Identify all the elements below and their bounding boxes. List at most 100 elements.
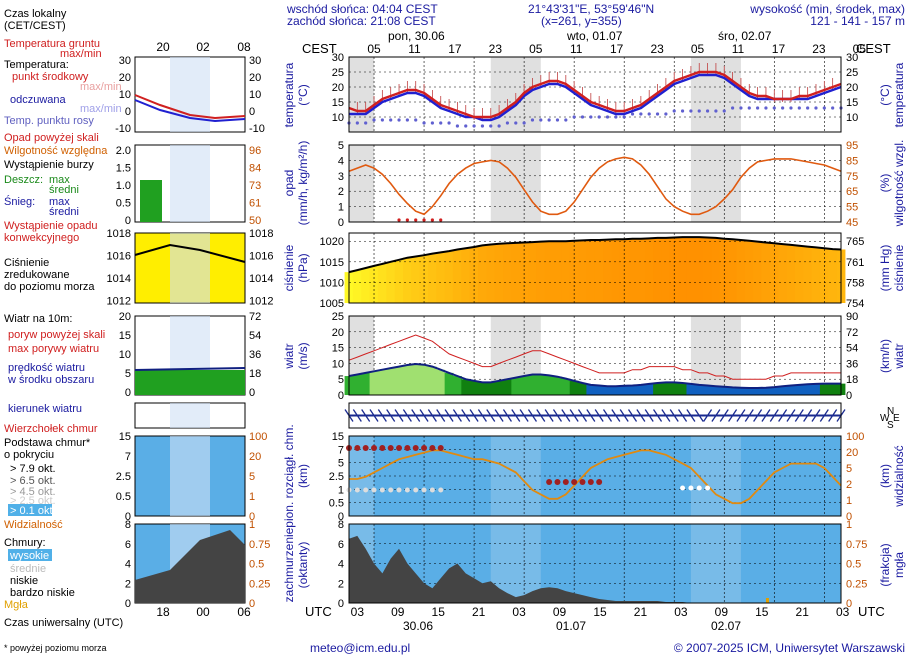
wind-bar: [544, 375, 554, 395]
panel-frame: [348, 523, 842, 604]
tick-label: 1010: [320, 277, 344, 289]
dew-point: [489, 124, 493, 128]
wind-bar: [553, 376, 562, 395]
dew-point: [814, 106, 818, 110]
conv-marker: [422, 218, 426, 222]
cloud-base-dot: [354, 487, 360, 493]
axis-title: ciśnienie: [892, 244, 906, 291]
pressure-bar: [586, 240, 596, 303]
legend-precip-above: Opad powyżej skali: [4, 132, 99, 144]
panel-frame: [348, 402, 842, 429]
pressure-bar: [794, 245, 804, 303]
wind-line: [348, 362, 841, 389]
dew-point: [564, 118, 568, 122]
wind-bar: [528, 374, 537, 395]
dew-point: [480, 124, 485, 128]
top-hour: 17: [772, 42, 786, 56]
legend-visibility: Widzialność: [4, 519, 63, 531]
dew-point: [472, 124, 476, 128]
top-hour: 05: [367, 42, 381, 56]
cloud-base-dot: [696, 485, 702, 491]
tick-label: 754: [846, 298, 864, 310]
wind-bar: [678, 382, 687, 395]
tick-label: 72: [846, 327, 858, 339]
cloud-base-dot: [412, 445, 419, 451]
dew-point: [597, 115, 601, 119]
tick-label: 10: [332, 112, 344, 124]
dew-point: [672, 109, 676, 113]
axis-title: (km/h): [878, 339, 892, 373]
top-hour: 11: [408, 42, 421, 56]
legend-rain-max: max: [49, 174, 70, 186]
axis-title: (m/s): [296, 342, 310, 369]
dew-point: [580, 115, 585, 119]
legend-temp-title: Temperatura:: [4, 59, 69, 71]
mini-tick: 6: [125, 539, 131, 551]
high-swatch: [8, 549, 52, 561]
mini-tick: 10: [119, 89, 131, 101]
conv-marker: [439, 218, 443, 222]
tick-label: 25: [332, 311, 344, 323]
wind-bar: [494, 380, 504, 395]
dew-point: [705, 109, 710, 113]
legend-high: wysokie: [9, 550, 49, 562]
top-hour: 05: [853, 42, 867, 56]
legend-utc: Czas uniwersalny (UTC): [4, 617, 123, 629]
pressure-bar: [452, 249, 462, 303]
tick-label: 1: [338, 202, 344, 214]
mini-night: [170, 403, 210, 428]
wind-bar: [736, 387, 746, 395]
top-hour: 17: [610, 42, 624, 56]
mini-pressure-line: [134, 243, 246, 263]
cloud-base-dot: [587, 479, 594, 485]
gust-line: [348, 334, 841, 380]
pressure-line: [348, 236, 842, 274]
mini-tick: 1016: [249, 251, 273, 263]
mini-tick: 1.0: [116, 180, 131, 192]
dew-point: [430, 121, 434, 125]
wind-bar: [669, 382, 679, 395]
mini-tick: 72: [249, 311, 261, 323]
mini-tick: 1012: [107, 296, 131, 308]
mini-tick: 0: [125, 215, 131, 227]
tick-label: 6: [338, 539, 344, 551]
dew-point: [605, 115, 610, 119]
legend-snow: Śnieg:: [4, 195, 35, 208]
mini-tick: 84: [249, 163, 261, 175]
bottom-day: 02.07: [711, 619, 741, 633]
pressure-bar: [736, 240, 746, 303]
dew-point: [355, 121, 359, 125]
mini-tick: 20: [249, 72, 261, 84]
cloud-base-dot: [404, 445, 411, 451]
mini-tick: -10: [115, 123, 131, 135]
panel-frame: [348, 315, 842, 396]
tick-label: 1020: [320, 236, 344, 248]
utc-tick: 06: [237, 605, 251, 619]
pressure-bar: [636, 238, 646, 303]
footer-email[interactable]: meteo@icm.edu.pl: [310, 641, 410, 655]
pressure-bar: [461, 248, 471, 303]
wind-bar: [653, 382, 662, 395]
wind-bar: [611, 386, 621, 395]
wind-bar: [744, 388, 754, 395]
footer-copyright: © 2007-2025 ICM, Uniwersytet Warszawski: [674, 641, 905, 655]
legend-conv2: konwekcyjnego: [4, 232, 79, 244]
mini-feel-line: [134, 99, 246, 123]
mini-tick: 1018: [249, 228, 273, 240]
mini-tick: 1016: [107, 251, 131, 263]
pressure-bar: [478, 245, 487, 303]
tick-label: 5: [338, 374, 344, 386]
pressure-bar: [411, 256, 421, 303]
tick-label: 20: [846, 447, 858, 459]
cloud-base-dot: [413, 487, 419, 493]
mini-tick: 61: [249, 198, 261, 210]
legend-cloud-top: Wierzchołek chmur: [4, 423, 98, 435]
tick-label: 25: [332, 67, 344, 79]
legend-okt1: > 7.9 okt.: [10, 463, 56, 475]
axis-title: pion. rozciągł. chm.: [282, 424, 296, 527]
wind-bar: [361, 372, 371, 395]
wind-bar: [786, 385, 796, 395]
wind-bar: [569, 380, 579, 395]
